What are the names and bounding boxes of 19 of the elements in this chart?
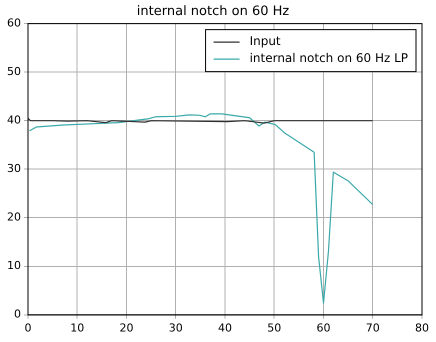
legend-label: Input [250,34,281,48]
y-tick-label: 0 [14,308,21,321]
y-tick-label: 40 [6,114,21,127]
x-tick-label: 50 [267,321,282,334]
x-tick-label: 20 [120,321,134,334]
y-tick-label: 20 [6,210,21,224]
x-tick-label: 40 [218,321,232,334]
x-tick-label: 30 [168,321,183,334]
legend-label: internal notch on 60 Hz LP [250,51,408,66]
y-tick-label: 60 [6,16,21,30]
y-tick-label: 30 [6,162,21,176]
x-tick-label: 60 [316,321,330,334]
y-tick-label: 10 [6,259,21,272]
x-tick-label: 70 [366,321,380,334]
chart-title: internal notch on 60 Hz [136,4,290,20]
x-tick-label: 0 [24,321,32,334]
x-tick-label: 10 [70,321,84,334]
x-tick-label: 80 [415,321,429,334]
y-tick-label: 50 [6,64,21,78]
